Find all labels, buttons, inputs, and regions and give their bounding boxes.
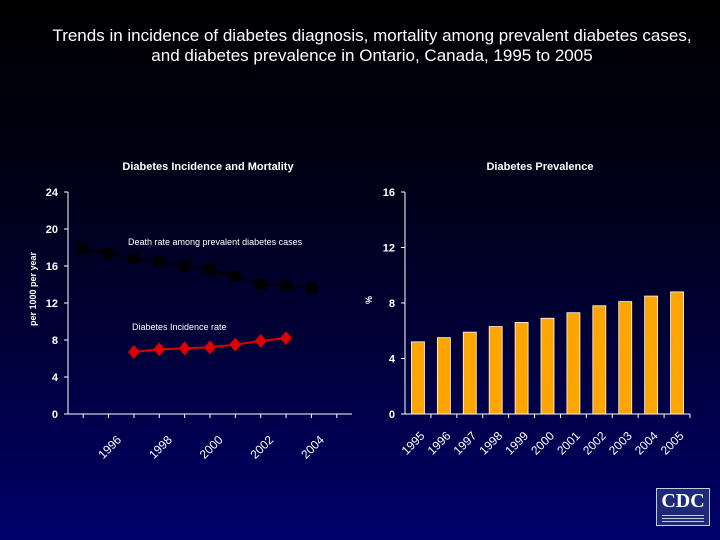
prevalence-bar [618,301,633,415]
incidence-rate-point [254,333,267,348]
death-rate-point [305,282,317,294]
death-rate-point [153,255,165,267]
left-x-tick-label: 2000 [197,433,226,462]
left-x-tick-label: 1998 [146,433,175,462]
left-y-axis-label: per 1000 per year [28,251,38,326]
right-y-tick-label: 4 [389,354,396,366]
prevalence-bar [540,317,555,415]
cdc-logo-lines [662,515,704,522]
death-rate-point [229,270,241,282]
death-rate-point [103,247,115,259]
incidence-rate-point [204,340,216,355]
right-chart-title: Diabetes Prevalence [486,161,593,173]
death-rate-point [77,243,89,255]
left-y-tick-label: 4 [52,372,59,384]
left-x-tick-label: 2002 [247,433,276,462]
series-line-0 [83,248,312,290]
prevalence-bar [514,322,529,415]
prevalence-bar [436,337,451,415]
left-y-tick-label: 20 [46,224,58,236]
incidence-rate-point [178,341,191,356]
right-x-tick-label: 2002 [580,429,609,458]
prevalence-bar [411,341,425,415]
death-rate-point [255,279,267,290]
right-x-tick-label: 2001 [554,429,583,458]
left-y-tick-label: 24 [46,187,59,199]
right-x-tick-label: 1995 [399,429,428,458]
death-rate-label: Death rate among prevalent diabetes case… [128,237,303,247]
prevalence-bar [488,326,503,415]
right-x-tick-label: 1996 [425,429,454,458]
right-x-tick-label: 1999 [502,429,531,458]
death-rate-point [280,279,292,291]
left-y-tick-label: 0 [52,409,58,421]
left-y-tick-label: 16 [46,261,58,273]
death-rate-point [179,260,191,272]
cdc-logo-text: CDC [661,490,705,512]
left-y-tick-label: 12 [46,298,58,310]
prevalence-bar [566,312,581,415]
cdc-logo: CDC [656,488,710,526]
right-y-tick-label: 0 [389,409,395,421]
incidence-rate-point [280,331,293,346]
left-x-tick-label: 1996 [95,433,124,462]
death-rate-point [128,253,140,265]
incidence-rate-label: Diabetes Incidence rate [132,322,227,332]
prevalence-bar [644,295,659,415]
prevalence-bar [670,291,684,415]
right-x-tick-label: 2000 [528,429,557,458]
page-title: Trends in incidence of diabetes diagnosi… [52,26,692,65]
incidence-mortality-chart: Diabetes Incidence and Mortality 0 4 8 12 16 2… [28,161,352,462]
left-chart-title: Diabetes Incidence and Mortality [122,161,294,173]
left-y-tick-label: 8 [52,335,58,347]
right-x-tick-label: 2005 [658,429,687,458]
death-rate-point [204,264,216,276]
right-x-tick-label: 1998 [476,429,505,458]
right-x-tick-label: 2003 [606,429,635,458]
right-x-tick-label: 1997 [451,429,480,458]
incidence-rate-point [127,345,140,360]
left-x-tick-label: 2004 [298,433,327,462]
right-x-tick-label: 2004 [632,429,661,458]
prevalence-bar [462,331,477,415]
prevalence-chart: Diabetes Prevalence0481216%1995199619971… [364,161,691,458]
incidence-rate-point [153,342,166,357]
right-y-tick-label: 16 [383,187,395,199]
right-y-tick-label: 12 [383,243,395,255]
incidence-rate-point [229,337,242,352]
prevalence-bar [592,305,607,415]
right-y-tick-label: 8 [389,298,395,310]
right-y-axis-label: % [364,296,374,304]
